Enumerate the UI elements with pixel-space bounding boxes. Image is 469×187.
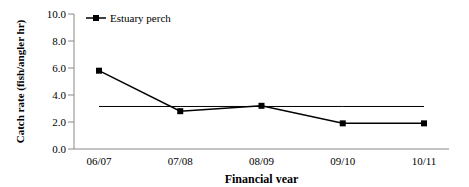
svg-text:Catch rate (fish/angler hr): Catch rate (fish/angler hr)	[14, 19, 27, 143]
svg-text:8.0: 8.0	[52, 35, 66, 47]
svg-text:4.0: 4.0	[52, 89, 66, 101]
svg-text:08/09: 08/09	[249, 155, 275, 167]
svg-text:10.0: 10.0	[47, 8, 67, 20]
html-text:Estuary perch: Estuary perch	[110, 12, 171, 24]
svg-text:10/11: 10/11	[412, 155, 437, 167]
svg-text:09/10: 09/10	[330, 155, 356, 167]
svg-text:2.0: 2.0	[52, 116, 66, 128]
svg-text:Financial year: Financial year	[225, 172, 299, 183]
svg-text:06/07: 06/07	[86, 155, 112, 167]
svg-text:0.0: 0.0	[52, 143, 66, 155]
svg-text:6.0: 6.0	[52, 62, 66, 74]
svg-text:07/08: 07/08	[168, 155, 194, 167]
